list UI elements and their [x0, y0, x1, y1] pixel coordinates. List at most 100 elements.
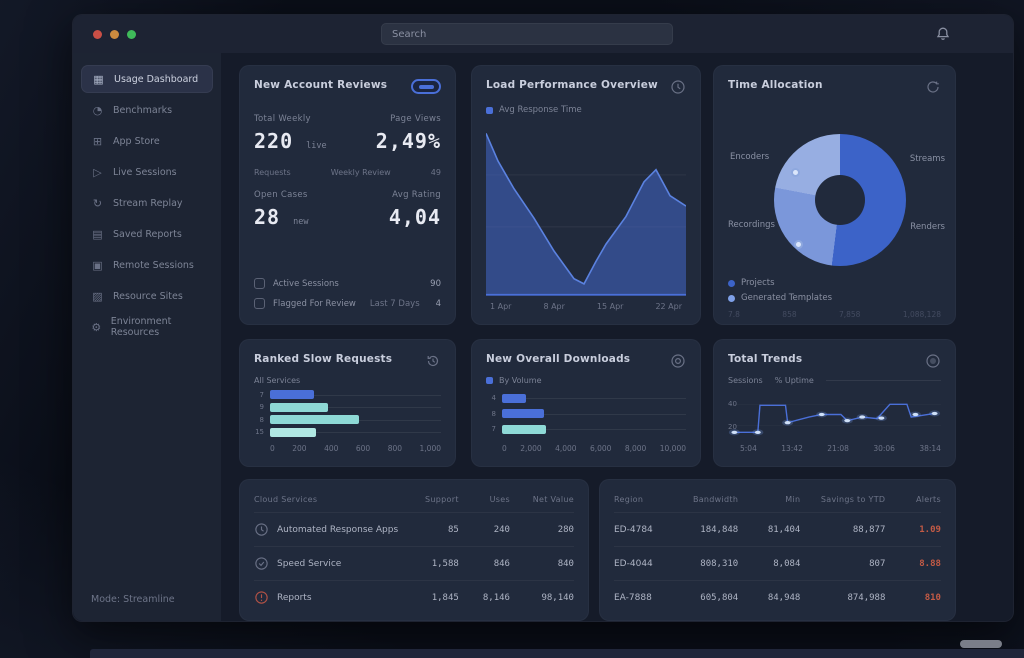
sidebar-item[interactable]: ↻ Stream Replay — [81, 189, 213, 217]
alert-value: 1.09 — [919, 524, 941, 535]
downloads-card: New Overall Downloads By Volume 4 8 7 0 2,0… — [471, 339, 701, 467]
allocation-card: Time Allocation Encoders Recordings Stre… — [713, 65, 956, 325]
services-table-card: Cloud Services Support Uses Net Value Automa… — [239, 479, 589, 621]
table-row[interactable]: ED-4784 184,848 81,404 88,877 1.09 — [614, 512, 941, 546]
x-axis-tick: 5:04 — [740, 444, 757, 453]
x-axis-tick: 15 Apr — [596, 302, 624, 311]
x-axis-tick: 800 — [387, 444, 403, 453]
app-window: ▦ Usage Dashboard ◔ Benchmarks ⊞ App Store ▷ Li… — [72, 14, 1014, 622]
x-axis-labels: 0 200 400 600 800 1,000 — [270, 444, 441, 453]
bar[interactable] — [270, 402, 329, 412]
maximize-window-button[interactable] — [127, 30, 136, 39]
sidebar-item[interactable]: ⚙ Environment Resources — [81, 313, 213, 341]
x-axis-tick: 4,000 — [555, 444, 577, 453]
dock-handle[interactable] — [960, 640, 1002, 648]
bar-track — [270, 402, 441, 412]
app-store-icon: ⊞ — [92, 134, 103, 148]
sidebar-item[interactable]: ⊞ App Store — [81, 127, 213, 155]
remote-sessions-icon: ▣ — [92, 258, 103, 272]
column-header: Min — [785, 494, 801, 504]
checkbox-icon[interactable] — [254, 298, 265, 309]
cell-value: 874,988 — [847, 592, 886, 603]
footer-value: 1,088,128 — [902, 310, 941, 319]
bar[interactable] — [502, 393, 526, 403]
environment-icon: ⚙ — [91, 320, 102, 334]
x-axis-tick: 1,000 — [419, 444, 441, 453]
bar[interactable] — [270, 390, 315, 400]
titlebar — [73, 15, 1013, 53]
allocation-card-title: Time Allocation — [728, 79, 823, 91]
x-axis-tick: 21:08 — [827, 444, 849, 453]
clock-icon[interactable] — [670, 79, 686, 95]
bar-row: 8 — [254, 415, 441, 425]
refresh-icon[interactable] — [925, 79, 941, 95]
row-name-cell: Automated Response Apps — [254, 522, 401, 537]
target-icon[interactable] — [670, 353, 686, 369]
x-axis-tick: 8 Apr — [543, 302, 565, 311]
x-axis-tick: 0 — [270, 444, 275, 453]
bar[interactable] — [502, 409, 545, 418]
sidebar-item[interactable]: ▤ Saved Reports — [81, 220, 213, 248]
history-icon[interactable] — [425, 353, 441, 369]
search-input[interactable] — [381, 23, 673, 45]
sidebar-item-label: Remote Sessions — [113, 259, 194, 271]
y-axis-label: 20 — [728, 422, 737, 431]
sidebar-item[interactable]: ◔ Benchmarks — [81, 96, 213, 124]
bar[interactable] — [270, 427, 317, 437]
minimize-window-button[interactable] — [110, 30, 119, 39]
bar-y-label: 8 — [259, 415, 264, 424]
bar[interactable] — [270, 415, 359, 425]
cell-value: 840 — [557, 558, 574, 569]
table-row[interactable]: Reports 1,845 8,146 98,140 — [254, 580, 574, 614]
metrics-toggle[interactable] — [411, 79, 441, 94]
sidebar-item[interactable]: ▦ Usage Dashboard — [81, 65, 213, 93]
cell-text: Automated Response Apps — [277, 524, 399, 535]
table-row[interactable]: EA-7888 605,804 84,948 874,988 810 — [614, 580, 941, 614]
column-header: Region — [614, 494, 644, 504]
cell-value: 98,140 — [541, 592, 574, 603]
table-row[interactable]: ED-4044 808,310 8,084 807 8.88 — [614, 546, 941, 580]
checkbox-icon[interactable] — [254, 278, 265, 289]
regions-table-card: Region Bandwidth Min Savings to YTD Alerts ED… — [599, 479, 956, 621]
table-row[interactable]: Automated Response Apps 85 240 280 — [254, 512, 574, 546]
x-axis-tick: 38:14 — [919, 444, 941, 453]
close-window-button[interactable] — [93, 30, 102, 39]
sidebar-item[interactable]: ▨ Resource Sites — [81, 282, 213, 310]
downloads-card-title: New Overall Downloads — [486, 353, 631, 365]
record-circle-icon[interactable] — [925, 353, 941, 369]
ranked-card-title: Ranked Slow Requests — [254, 353, 393, 365]
legend-label: By Volume — [499, 376, 542, 385]
bar-y-label: 7 — [491, 425, 496, 433]
table-row[interactable]: Speed Service 1,588 846 840 — [254, 546, 574, 580]
sidebar-item[interactable]: ▷ Live Sessions — [81, 158, 213, 186]
cell-text: ED-4784 — [614, 524, 653, 535]
cell-text: ED-4044 — [614, 558, 653, 569]
metrics-list-item[interactable]: Flagged For Review Last 7 Days 4 — [254, 298, 441, 309]
cell-value: 81,404 — [767, 524, 801, 535]
dock-bar — [90, 649, 1024, 658]
cell-value: 8,084 — [773, 558, 801, 569]
bar-row: 9 — [254, 402, 441, 412]
bar[interactable] — [502, 424, 547, 434]
bar-row: 7 — [254, 390, 441, 400]
x-axis-tick: 10,000 — [659, 444, 686, 453]
row-name-cell: Speed Service — [254, 556, 401, 571]
alert-value: 810 — [924, 592, 941, 603]
performance-card-title: Load Performance Overview — [486, 79, 658, 91]
bar-track — [502, 393, 686, 403]
sidebar-item[interactable]: ▣ Remote Sessions — [81, 251, 213, 279]
cell-value: 1,588 — [431, 558, 459, 569]
row-name-cell: EA-7888 — [614, 593, 670, 603]
column-header: Uses — [489, 494, 510, 504]
stat-label: Page Views — [390, 114, 441, 124]
metrics-list-item[interactable]: Active Sessions 90 — [254, 278, 441, 289]
x-axis-labels: 1 Apr 8 Apr 15 Apr 22 Apr — [486, 302, 686, 311]
sidebar-item-label: Usage Dashboard — [114, 73, 199, 85]
cell-value: 808,310 — [700, 558, 739, 569]
donut-legend-item: Projects — [728, 278, 832, 288]
notifications-bell-icon[interactable] — [935, 26, 951, 42]
refresh-icon — [254, 556, 269, 571]
cell-value: 846 — [493, 558, 510, 569]
donut-chart — [774, 134, 906, 266]
sidebar-item-label: Resource Sites — [113, 290, 183, 302]
